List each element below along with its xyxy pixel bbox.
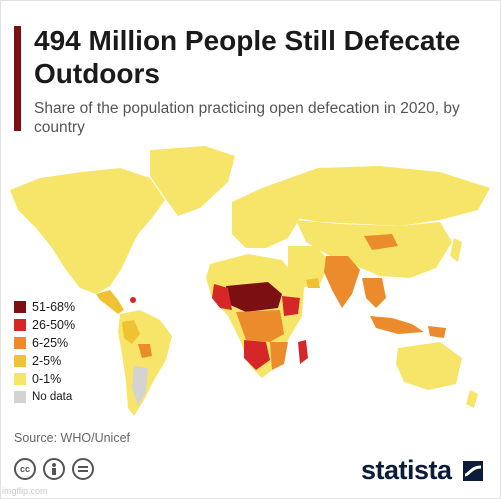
title-accent-bar bbox=[14, 26, 21, 131]
world-map bbox=[10, 146, 490, 416]
legend-item-2-5: 2-5% bbox=[14, 352, 75, 370]
region-mongolia bbox=[364, 234, 398, 250]
cc-icon[interactable]: cc bbox=[14, 458, 36, 480]
region-greenland bbox=[150, 146, 235, 216]
chart-subtitle: Share of the population practicing open … bbox=[34, 100, 460, 136]
region-mozambique bbox=[270, 342, 288, 370]
legend-swatch bbox=[14, 301, 26, 313]
region-russia bbox=[262, 166, 490, 226]
statista-logo[interactable]: statista bbox=[361, 455, 452, 485]
legend-swatch bbox=[14, 391, 26, 403]
region-ethiopia bbox=[282, 296, 300, 316]
legend-swatch bbox=[14, 319, 26, 331]
map-legend: 51-68% 26-50% 6-25% 2-5% 0-1% No data bbox=[14, 298, 75, 406]
region-west-africa bbox=[212, 284, 232, 310]
source-note: Source: WHO/Unicef bbox=[14, 431, 131, 445]
no-derivatives-icon[interactable] bbox=[72, 458, 94, 480]
legend-item-0-1: 0-1% bbox=[14, 370, 75, 388]
region-bolivia bbox=[138, 344, 152, 358]
region-angola bbox=[244, 340, 270, 370]
region-indonesia bbox=[370, 316, 424, 334]
region-australia bbox=[396, 342, 462, 390]
legend-swatch bbox=[14, 355, 26, 367]
statista-logo-mark-icon bbox=[463, 461, 483, 481]
license-icons: cc bbox=[14, 458, 101, 480]
legend-swatch bbox=[14, 373, 26, 385]
region-japan bbox=[450, 238, 462, 262]
legend-label: 2-5% bbox=[32, 354, 62, 368]
region-png bbox=[428, 326, 446, 338]
legend-label: 0-1% bbox=[32, 372, 62, 386]
legend-item-26-50: 26-50% bbox=[14, 316, 75, 334]
legend-item-no-data: No data bbox=[14, 388, 75, 406]
legend-label: 51-68% bbox=[32, 300, 76, 314]
region-central-africa bbox=[236, 310, 284, 342]
region-yemen bbox=[306, 278, 320, 288]
region-sahel-high bbox=[226, 282, 282, 312]
region-nz bbox=[466, 390, 478, 408]
region-argentina-nodata bbox=[132, 366, 148, 406]
legend-item-6-25: 6-25% bbox=[14, 334, 75, 352]
region-south-asia bbox=[324, 256, 360, 308]
region-central-america bbox=[96, 290, 124, 314]
region-haiti bbox=[130, 297, 136, 303]
region-north-america bbox=[10, 168, 165, 294]
chart-title: 494 Million People Still Defecate Outdoo… bbox=[34, 25, 461, 89]
watermark: imgflip.com bbox=[2, 486, 48, 496]
legend-swatch bbox=[14, 337, 26, 349]
attribution-icon[interactable] bbox=[43, 458, 65, 480]
region-middle-east bbox=[288, 246, 330, 288]
legend-label: 26-50% bbox=[32, 318, 76, 332]
region-southeast-asia bbox=[362, 278, 386, 308]
legend-label: 6-25% bbox=[32, 336, 69, 350]
legend-item-51-68: 51-68% bbox=[14, 298, 75, 316]
legend-label: No data bbox=[32, 391, 73, 403]
region-andes bbox=[122, 320, 140, 344]
region-madagascar bbox=[298, 340, 308, 364]
